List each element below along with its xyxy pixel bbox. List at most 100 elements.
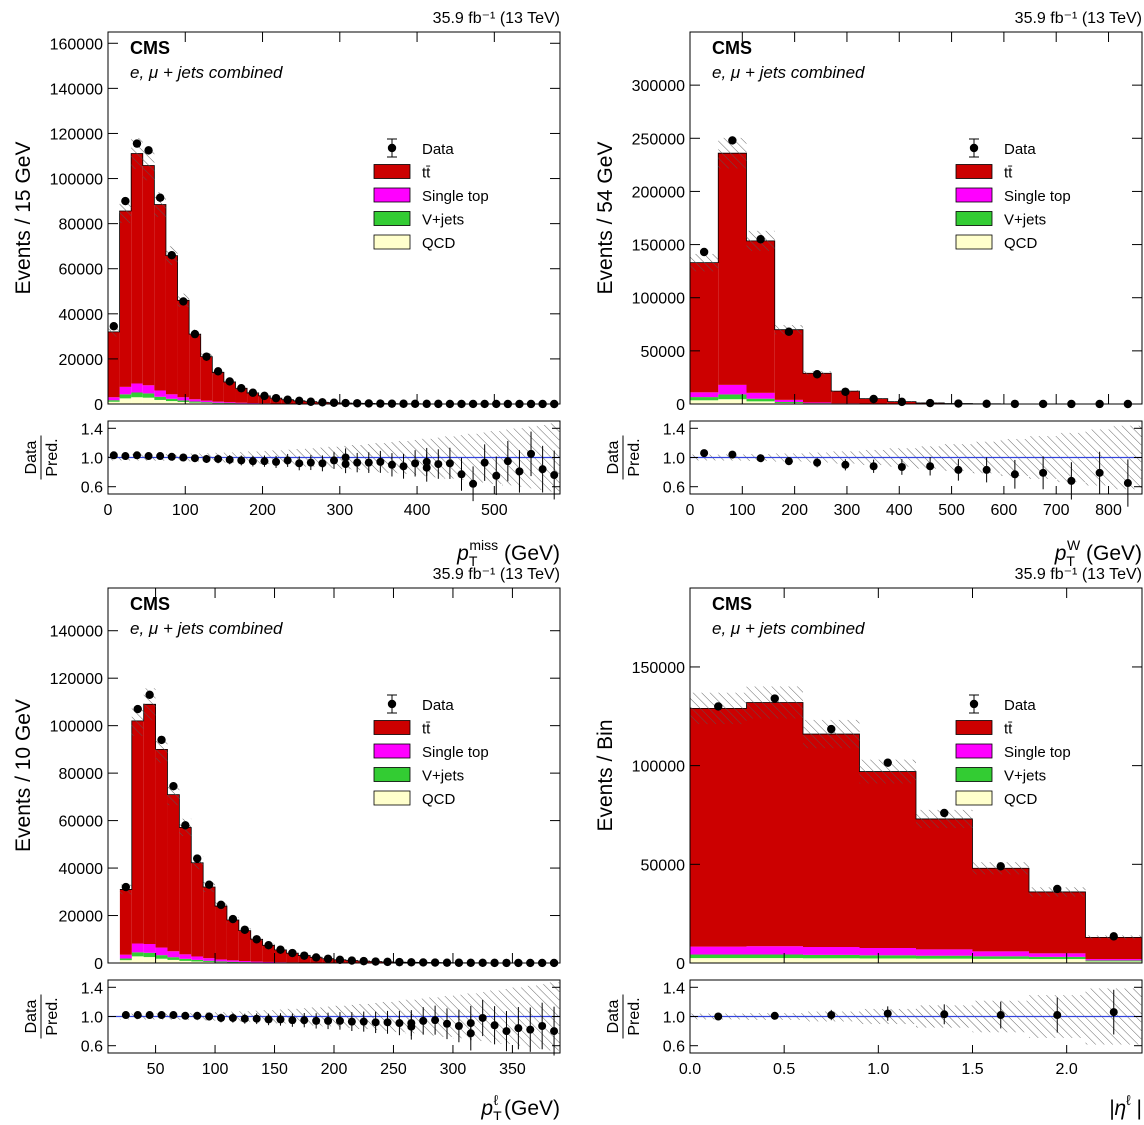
ratio-point (813, 459, 821, 467)
bar-vjets (201, 402, 213, 403)
data-point (997, 862, 1005, 870)
data-point (168, 251, 176, 259)
ytick-label: 60000 (59, 262, 104, 279)
data-point (217, 901, 225, 909)
legend-swatch (374, 721, 410, 735)
legend-label: tt̄ (422, 721, 431, 738)
bar-tt (239, 931, 251, 961)
y-axis-label: Events / 54 GeV (594, 142, 617, 295)
bar-singletop (803, 947, 860, 955)
ratio-point (527, 450, 535, 458)
bar-singletop (718, 385, 746, 395)
xtick-label: 100 (729, 502, 756, 519)
legend-swatch (956, 721, 992, 735)
cms-label: CMS (712, 594, 752, 614)
ytick-label: 50000 (641, 344, 686, 361)
ratio-point (376, 458, 384, 466)
bar-singletop (775, 400, 803, 402)
data-point (307, 398, 315, 406)
legend-swatch (374, 768, 410, 782)
bar-singletop (132, 944, 144, 953)
ratio-point (145, 452, 153, 460)
ratio-label-bottom: Pred. (626, 438, 643, 476)
ratio-point (312, 1017, 320, 1025)
ratio-point (1096, 469, 1104, 477)
bar-vjets (212, 403, 224, 404)
legend-label: V+jets (1004, 768, 1046, 785)
legend-marker (970, 700, 978, 708)
ratio-point (288, 1016, 296, 1024)
ratio-point (898, 463, 906, 471)
data-point (419, 958, 427, 966)
ratio-point (491, 1021, 499, 1029)
ratio-point (284, 456, 292, 464)
bar-tt (132, 721, 144, 944)
ratio-point (714, 1013, 722, 1021)
xtick-label: 400 (404, 502, 431, 519)
ratio-point (502, 1027, 510, 1035)
ratio-point (265, 1015, 273, 1023)
ratio-point (110, 451, 118, 459)
bar-singletop (179, 954, 191, 959)
xtick-label: 0 (104, 502, 113, 519)
xtick-label: 100 (172, 502, 199, 519)
bar-vjets (1086, 960, 1143, 961)
data-point (121, 197, 129, 205)
ratio-label-bottom: Pred. (44, 997, 61, 1035)
ratio-point (443, 1020, 451, 1028)
ytick-label: 80000 (59, 766, 104, 783)
legend-label: QCD (422, 791, 456, 808)
legend-swatch (374, 188, 410, 202)
legend-marker (388, 144, 396, 152)
lumi-label: 35.9 fb⁻¹ (13 TeV) (1015, 10, 1142, 27)
bar-singletop (973, 951, 1030, 956)
ytick-label: 100000 (632, 291, 685, 308)
ytick-label: 80000 (59, 217, 104, 234)
bar-singletop (803, 402, 831, 403)
bar-vjets (191, 960, 203, 962)
bar-singletop (239, 961, 251, 962)
bar-tt (120, 889, 132, 954)
xtick-label: 600 (991, 502, 1018, 519)
ratio-point (156, 452, 164, 460)
data-point (785, 328, 793, 336)
x-axis-label: |ηℓ | (1109, 1092, 1142, 1120)
data-point (1110, 932, 1118, 940)
ratio-point (241, 1015, 249, 1023)
bar-tt (860, 772, 917, 948)
xtick-label: 100 (202, 1061, 229, 1078)
uncertainty-band (690, 254, 718, 271)
ytick-label: 100000 (50, 172, 103, 189)
ratio-point (757, 454, 765, 462)
data-point (260, 392, 268, 400)
ratio-ytick-label: 1.0 (663, 451, 685, 468)
bar-qcd (154, 400, 166, 404)
bar-tt (178, 300, 190, 397)
channel-label: e, μ + jets combined (130, 63, 283, 82)
ratio-point (336, 1017, 344, 1025)
bar-singletop (108, 397, 120, 400)
bar-tt (201, 357, 213, 401)
xtick-label: 50 (147, 1061, 165, 1078)
xtick-label: 1.5 (961, 1061, 983, 1078)
ratio-point (870, 462, 878, 470)
data-point (276, 946, 284, 954)
bar-tt (227, 920, 239, 960)
bar-singletop (167, 951, 179, 957)
ratio-ytick-label: 1.4 (81, 980, 103, 997)
bar-qcd (747, 958, 804, 963)
ratio-point (276, 1015, 284, 1023)
ratio-label-top: Data (23, 441, 40, 475)
data-point (841, 388, 849, 396)
data-point (241, 926, 249, 934)
ratio-point (193, 1012, 201, 1020)
ratio-point (539, 465, 547, 473)
bar-vjets (189, 402, 201, 403)
bar-vjets (166, 399, 178, 401)
ratio-point (550, 471, 558, 479)
x-axis-label: pTmiss (GeV) (456, 537, 560, 569)
ratio-point (841, 461, 849, 469)
bar-tt (167, 795, 179, 952)
data-point (341, 399, 349, 407)
data-point (926, 399, 934, 407)
